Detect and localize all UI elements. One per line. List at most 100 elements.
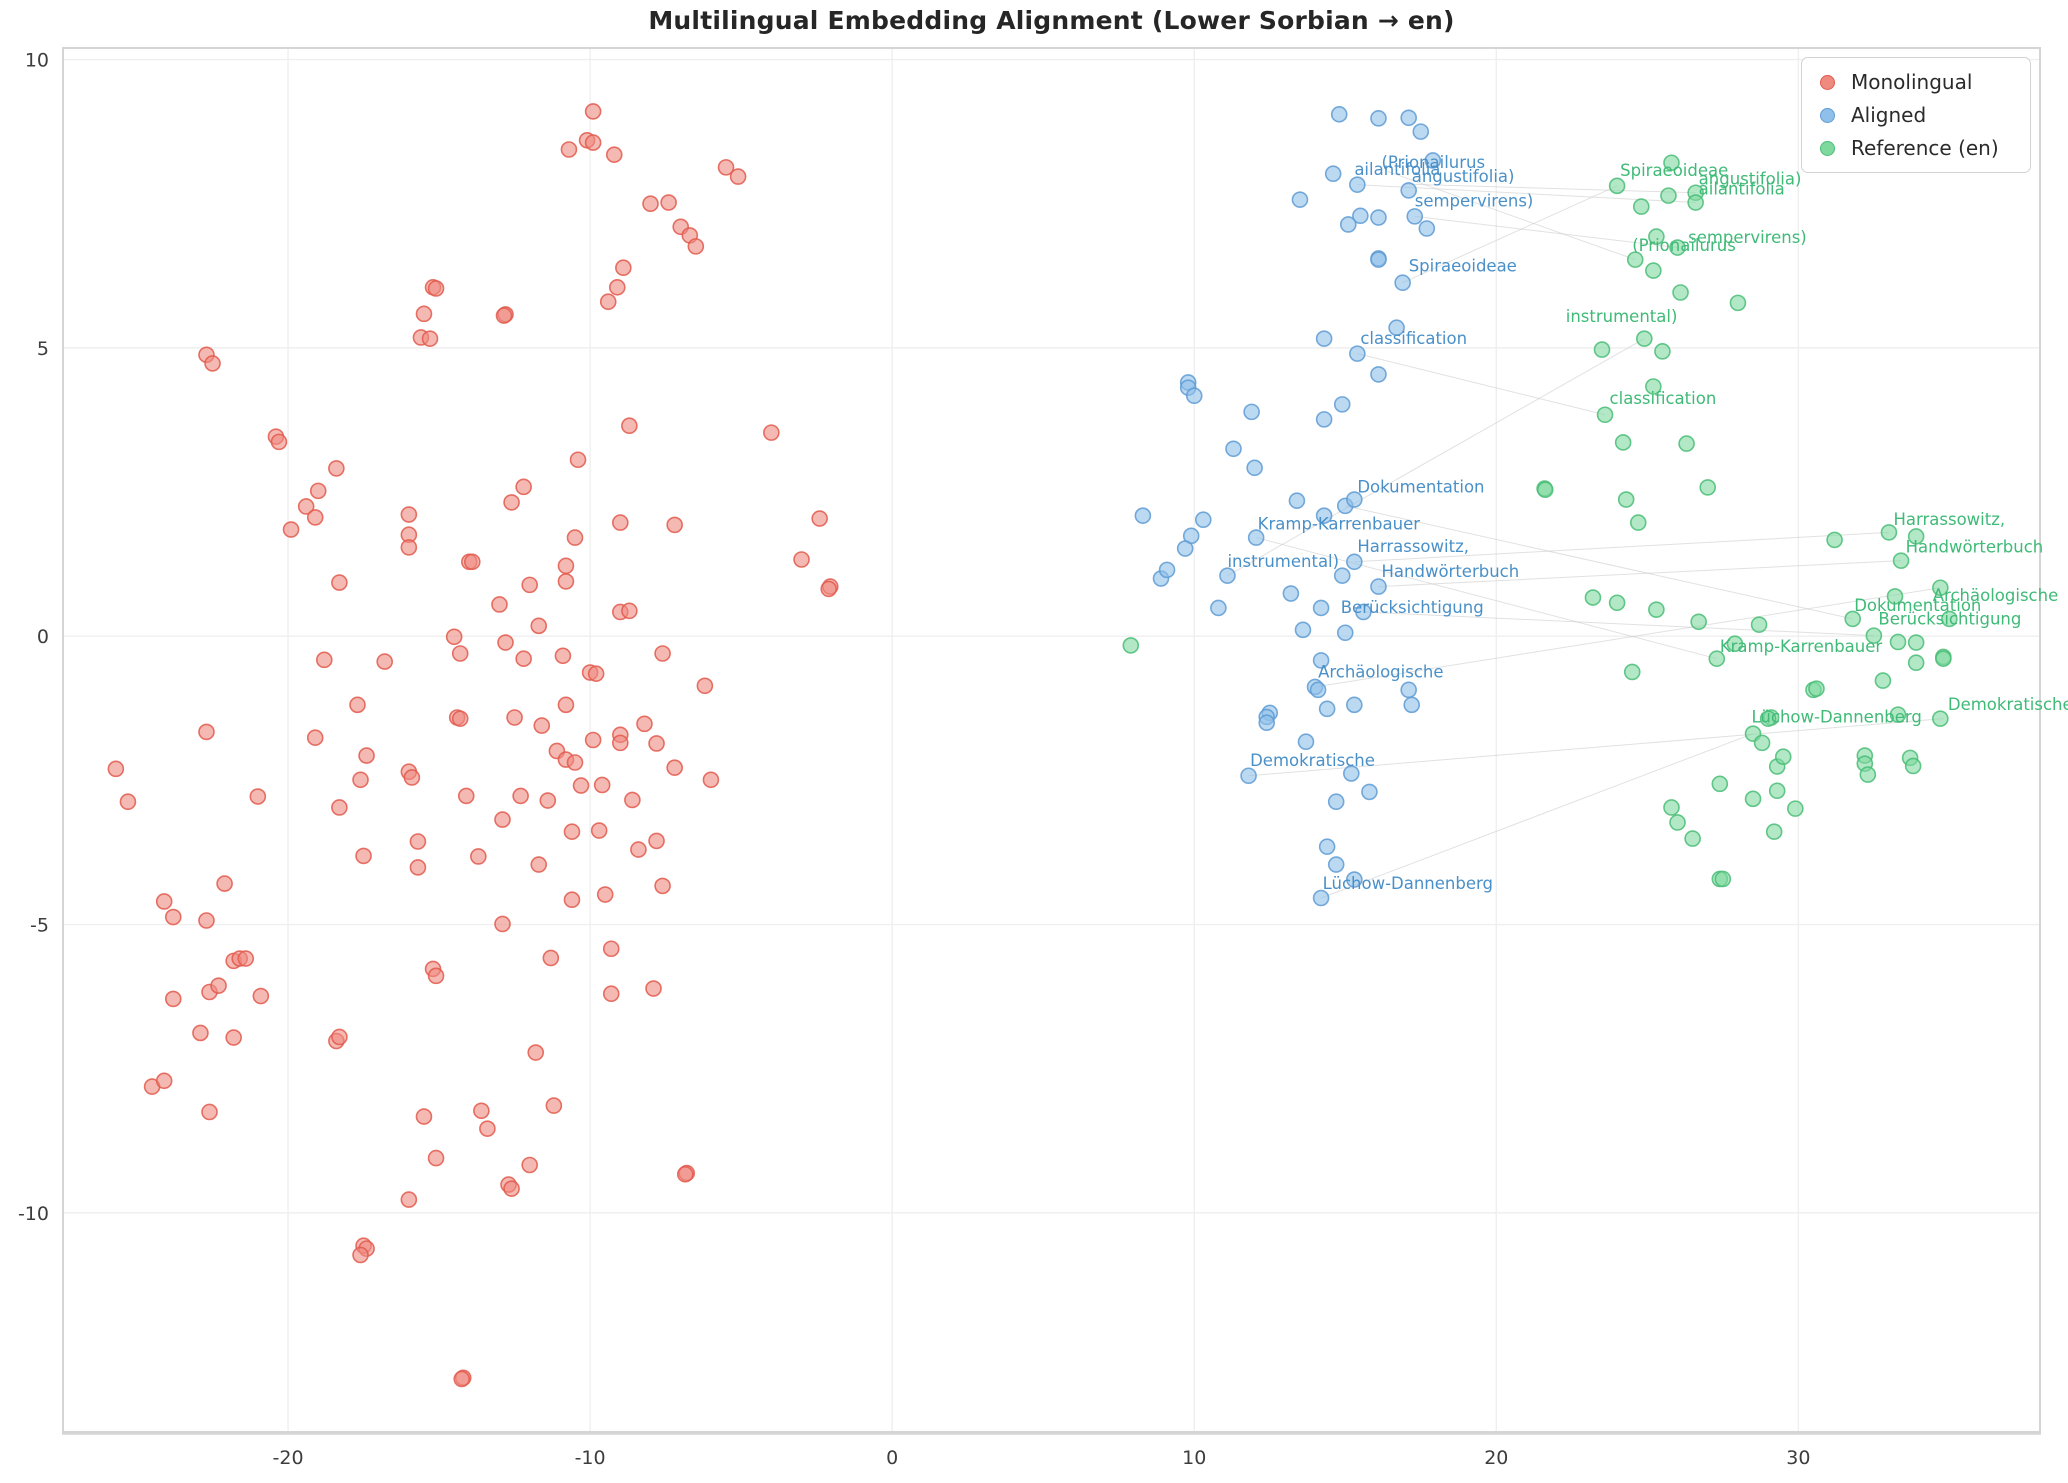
data-point-reference-en bbox=[1648, 228, 1665, 245]
data-point-monolingual bbox=[491, 596, 508, 613]
data-point-monolingual bbox=[225, 1029, 242, 1046]
data-point-aligned bbox=[1355, 603, 1372, 621]
data-point-monolingual bbox=[566, 754, 584, 771]
data-point-monolingual bbox=[572, 777, 590, 794]
data-point-aligned bbox=[1327, 793, 1345, 811]
data-point-monolingual bbox=[331, 574, 348, 591]
data-point-monolingual bbox=[763, 424, 780, 441]
alignment-line bbox=[1248, 718, 1944, 777]
data-point-reference-en bbox=[1907, 654, 1925, 672]
aligned-word-label: Dokumentation bbox=[1357, 478, 1484, 497]
alignment-line bbox=[1414, 215, 1678, 249]
data-point-monolingual bbox=[615, 259, 632, 277]
data-point-monolingual bbox=[192, 1024, 209, 1042]
data-point-reference-en bbox=[1874, 672, 1892, 689]
aligned-word-label: angustifolia) bbox=[1412, 167, 1515, 186]
data-point-aligned bbox=[1361, 783, 1378, 801]
data-point-monolingual bbox=[596, 886, 614, 903]
alignment-line bbox=[1402, 185, 1618, 284]
legend-label: Monolingual bbox=[1851, 70, 1973, 94]
data-point-monolingual bbox=[587, 665, 605, 682]
alignment-line bbox=[1378, 560, 1902, 588]
data-point-aligned bbox=[1346, 871, 1363, 888]
data-point-monolingual bbox=[642, 195, 659, 212]
data-point-aligned bbox=[1412, 123, 1430, 140]
data-point-monolingual bbox=[400, 506, 418, 523]
data-point-aligned bbox=[1318, 700, 1336, 718]
alignment-line bbox=[1320, 733, 1754, 899]
data-point-reference-en bbox=[1765, 823, 1783, 840]
legend-item-monolingual: Monolingual bbox=[1820, 70, 2014, 94]
data-point-aligned bbox=[1219, 567, 1236, 584]
data-point-monolingual bbox=[427, 1149, 445, 1167]
data-point-monolingual bbox=[599, 293, 617, 311]
data-point-monolingual bbox=[557, 696, 575, 714]
data-point-monolingual bbox=[820, 580, 838, 598]
data-point-monolingual bbox=[164, 990, 182, 1008]
data-point-reference-en bbox=[1608, 177, 1626, 195]
data-point-aligned bbox=[1424, 152, 1442, 169]
alignment-line bbox=[1314, 587, 1941, 688]
data-point-monolingual bbox=[463, 553, 481, 571]
data-point-reference-en bbox=[1596, 406, 1614, 424]
data-point-monolingual bbox=[358, 747, 375, 764]
legend: Monolingual Aligned Reference (en) bbox=[1801, 57, 2031, 173]
reference-word-label: angustifolia) bbox=[1699, 170, 1802, 189]
data-point-reference-en bbox=[1690, 613, 1707, 631]
data-point-reference-en bbox=[1886, 588, 1904, 605]
data-point-monolingual bbox=[415, 305, 433, 323]
data-point-reference-en bbox=[1753, 734, 1771, 752]
aligned-word-label: (Prionailurus bbox=[1382, 153, 1486, 172]
data-point-reference-en bbox=[1907, 634, 1925, 651]
data-point-monolingual bbox=[542, 949, 560, 967]
aligned-word-label: Handwörterbuch bbox=[1382, 562, 1520, 581]
data-point-monolingual bbox=[252, 987, 270, 1005]
data-point-monolingual bbox=[702, 771, 720, 789]
plot-border bbox=[62, 47, 2041, 1433]
data-point-reference-en bbox=[1672, 284, 1689, 301]
reference-word-label: sempervirens) bbox=[1688, 228, 1807, 247]
aligned-word-label: classification bbox=[1360, 329, 1467, 348]
data-point-monolingual bbox=[530, 856, 548, 873]
data-point-aligned bbox=[1418, 220, 1436, 237]
data-point-monolingual bbox=[495, 307, 513, 324]
reference-word-label: classification bbox=[1610, 389, 1717, 408]
data-point-monolingual bbox=[530, 617, 548, 635]
data-point-reference-en bbox=[1744, 790, 1762, 808]
data-point-monolingual bbox=[624, 791, 641, 809]
data-point-reference-en bbox=[1932, 579, 1949, 597]
data-point-monolingual bbox=[584, 134, 602, 151]
data-point-aligned bbox=[1288, 492, 1306, 509]
aligned-word-label: Archäologische bbox=[1318, 663, 1443, 682]
data-point-aligned bbox=[1194, 511, 1212, 529]
reference-word-label: (Prionailurus bbox=[1632, 236, 1736, 255]
data-point-monolingual bbox=[237, 950, 255, 967]
reference-word-label: ailantifolia bbox=[1699, 179, 1785, 198]
data-point-aligned bbox=[1312, 889, 1330, 907]
data-point-monolingual bbox=[676, 1165, 694, 1183]
data-point-reference-en bbox=[1663, 154, 1680, 172]
data-point-monolingual bbox=[306, 509, 324, 526]
data-point-aligned bbox=[1185, 387, 1203, 405]
data-point-monolingual bbox=[315, 651, 333, 669]
data-point-reference-en bbox=[1645, 378, 1662, 395]
data-point-monolingual bbox=[451, 710, 469, 727]
data-point-monolingual bbox=[696, 677, 714, 695]
data-point-monolingual bbox=[331, 1028, 348, 1046]
data-point-monolingual bbox=[164, 908, 182, 926]
data-point-aligned bbox=[1210, 599, 1227, 617]
data-point-monolingual bbox=[400, 1191, 418, 1208]
aligned-word-label: ailantifolia bbox=[1354, 160, 1440, 179]
data-point-aligned bbox=[1406, 208, 1424, 225]
data-point-reference-en bbox=[1648, 601, 1665, 618]
data-point-monolingual bbox=[427, 280, 445, 297]
data-point-aligned bbox=[1342, 765, 1360, 782]
data-point-monolingual bbox=[648, 735, 665, 752]
data-point-aligned bbox=[1282, 585, 1300, 602]
data-point-reference-en bbox=[1750, 616, 1768, 633]
aligned-word-label: instrumental) bbox=[1227, 552, 1339, 571]
reference-word-label: Handwörterbuch bbox=[1906, 538, 2044, 557]
alignment-line bbox=[1405, 183, 1696, 194]
data-point-reference-en bbox=[1687, 194, 1704, 211]
